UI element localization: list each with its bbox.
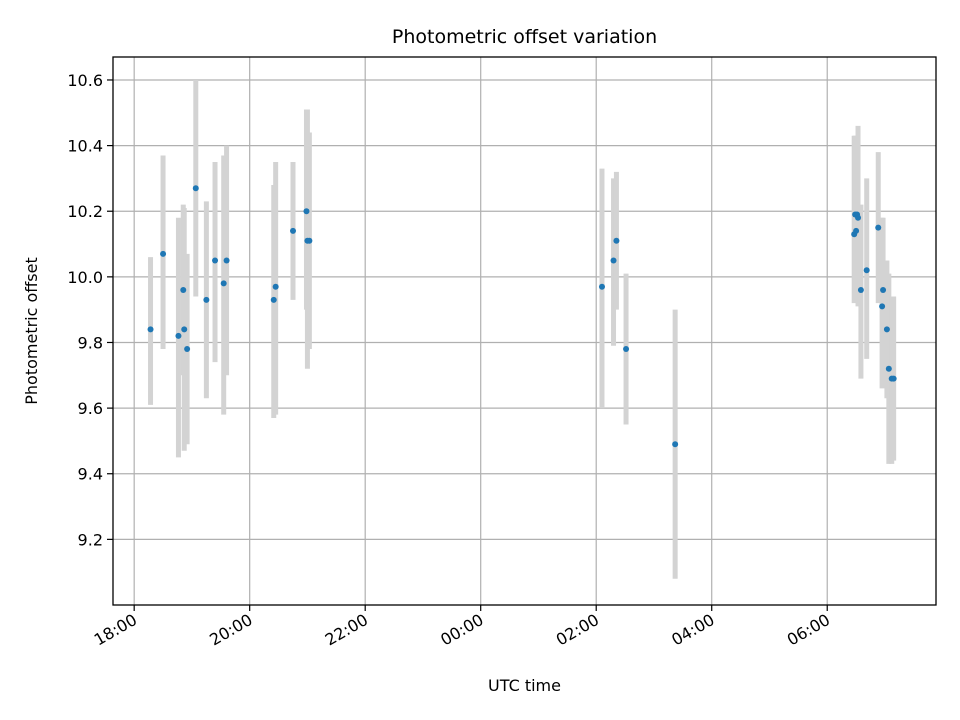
data-point <box>863 267 870 274</box>
data-point <box>303 208 310 215</box>
data-points <box>147 185 897 448</box>
data-point <box>855 214 862 221</box>
data-point <box>875 224 882 231</box>
data-point <box>203 296 210 303</box>
data-point <box>192 185 199 192</box>
data-point <box>184 346 191 353</box>
y-axis: 9.2 9.4 9.6 9.8 10.0 10.2 10.4 10.6 <box>67 71 113 549</box>
data-point <box>290 227 297 234</box>
data-point <box>857 286 864 293</box>
data-point <box>890 375 897 382</box>
data-point <box>180 286 187 293</box>
data-point <box>272 283 279 290</box>
data-point <box>853 227 860 234</box>
x-axis-label: UTC time <box>488 676 561 695</box>
y-tick-label: 9.8 <box>78 333 103 352</box>
plot-frame <box>112 56 937 606</box>
chart-title: Photometric offset variation <box>392 26 657 48</box>
data-point <box>598 283 605 290</box>
data-point <box>181 326 188 333</box>
data-point <box>223 257 230 264</box>
y-tick-label: 10.0 <box>67 268 103 287</box>
data-point <box>306 237 313 244</box>
data-point <box>147 326 154 333</box>
data-point <box>880 286 887 293</box>
data-point <box>212 257 219 264</box>
y-axis-label: Photometric offset <box>22 257 41 405</box>
data-point <box>610 257 617 264</box>
data-point <box>623 346 630 353</box>
data-point <box>883 326 890 333</box>
data-point <box>270 296 277 303</box>
data-point <box>885 365 892 372</box>
y-tick-label: 10.6 <box>67 71 103 90</box>
data-point <box>672 441 679 448</box>
data-point <box>175 332 182 339</box>
data-point <box>613 237 620 244</box>
grid <box>113 57 936 605</box>
data-point <box>160 250 167 257</box>
data-point <box>220 280 227 287</box>
data-point <box>879 303 886 310</box>
y-tick-label: 9.2 <box>78 530 103 549</box>
y-tick-label: 10.2 <box>67 202 103 221</box>
y-tick-label: 10.4 <box>67 137 103 156</box>
y-tick-label: 9.4 <box>78 465 103 484</box>
y-tick-label: 9.6 <box>78 399 103 418</box>
